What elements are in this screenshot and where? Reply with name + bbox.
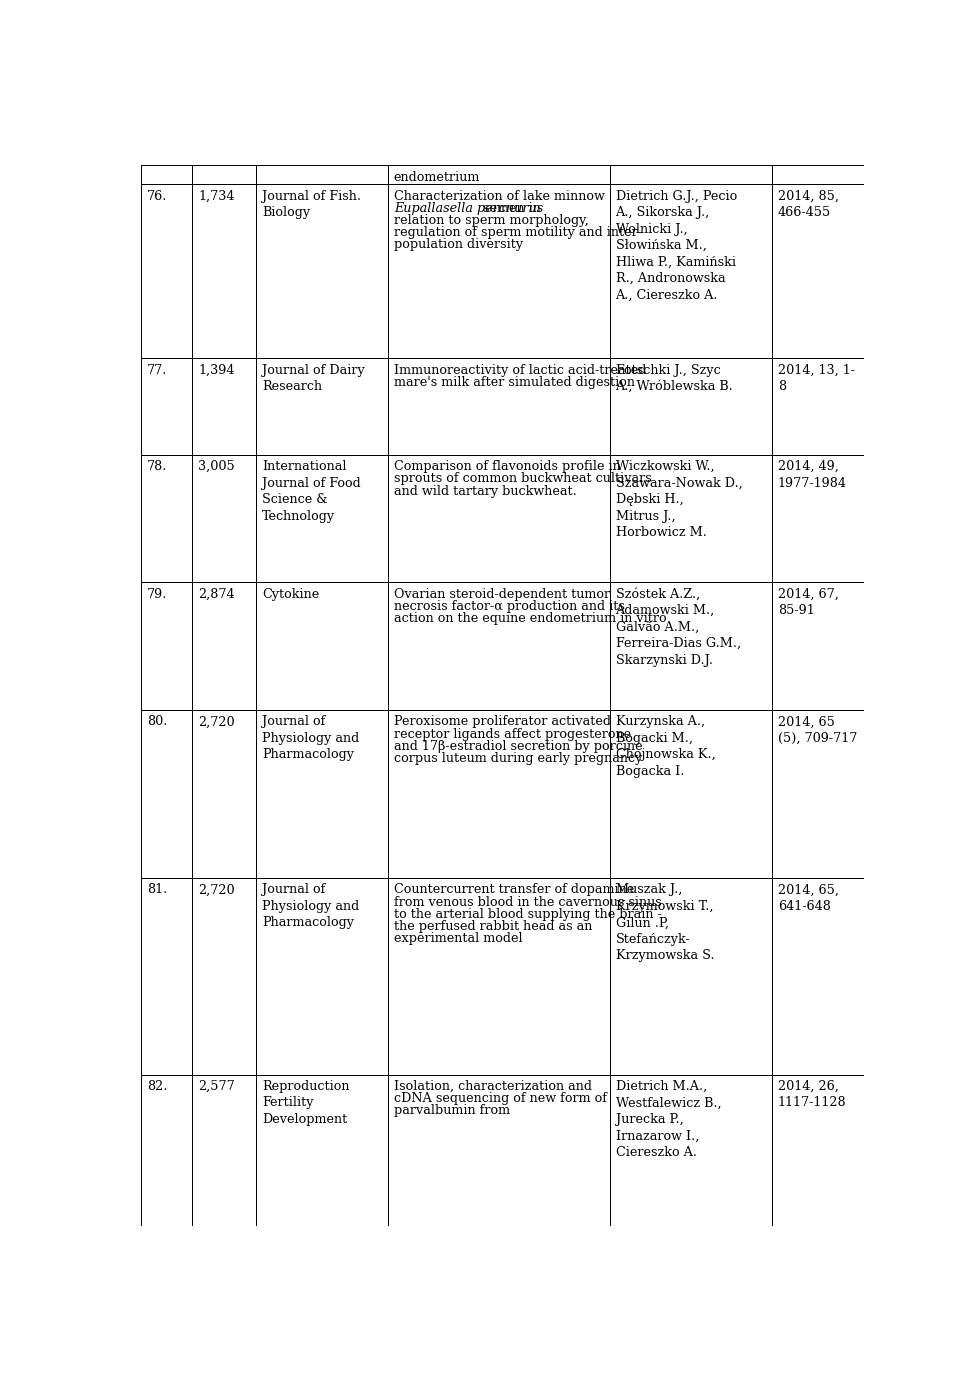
Text: 2014, 26,
1117-1128: 2014, 26, 1117-1128 [778,1080,847,1110]
Text: 80.: 80. [147,715,167,728]
Text: Journal of
Physiology and
Pharmacology: Journal of Physiology and Pharmacology [262,884,359,929]
Text: action on the equine endometrium in vitro: action on the equine endometrium in vitr… [394,613,666,625]
Text: Muszak J.,
Krzymowski T.,
Gilun .P,
Stefańczyk-
Krzymowska S.: Muszak J., Krzymowski T., Gilun .P, Stef… [615,884,714,963]
Text: Dietrich M.A.,
Westfalewicz B.,
Jurecka P.,
Irnazarow I.,
Ciereszko A.: Dietrich M.A., Westfalewicz B., Jurecka … [615,1080,721,1159]
Text: Reproduction
Fertility
Development: Reproduction Fertility Development [262,1080,349,1126]
Text: endometrium: endometrium [394,171,480,183]
Text: the perfused rabbit head as an: the perfused rabbit head as an [394,920,592,934]
Text: Fotschki J., Szyc
A., Wróblewska B.: Fotschki J., Szyc A., Wróblewska B. [615,364,733,394]
Text: Isolation, characterization and: Isolation, characterization and [394,1080,591,1093]
Text: 79.: 79. [147,588,167,600]
Text: mare's milk after simulated digestion: mare's milk after simulated digestion [394,376,635,388]
Text: regulation of sperm motility and inter-: regulation of sperm motility and inter- [394,226,642,240]
Text: 76.: 76. [147,190,167,202]
Text: Wiczkowski W.,
Szawara-Nowak D.,
Dębski H.,
Mitrus J.,
Horbowicz M.: Wiczkowski W., Szawara-Nowak D., Dębski … [615,460,742,540]
Text: International
Journal of Food
Science &
Technology: International Journal of Food Science & … [262,460,361,523]
Text: 3,005: 3,005 [198,460,235,474]
Text: 82.: 82. [147,1080,167,1093]
Text: Journal of
Physiology and
Pharmacology: Journal of Physiology and Pharmacology [262,715,359,761]
Text: 2,874: 2,874 [198,588,235,600]
Text: Characterization of lake minnow: Characterization of lake minnow [394,190,605,202]
Text: 2,577: 2,577 [198,1080,235,1093]
Text: 2,720: 2,720 [198,884,235,896]
Text: experimental model: experimental model [394,932,522,945]
Text: Peroxisome proliferator activated: Peroxisome proliferator activated [394,715,611,728]
Text: Dietrich G.J., Pecio
A., Sikorska J.,
Wolnicki J.,
Słowińska M.,
Hliwa P., Kamiń: Dietrich G.J., Pecio A., Sikorska J., Wo… [615,190,736,302]
Text: Countercurrent transfer of dopamine: Countercurrent transfer of dopamine [394,884,634,896]
Text: 2014, 67,
85-91: 2014, 67, 85-91 [778,588,839,617]
Text: cDNA sequencing of new form of: cDNA sequencing of new form of [394,1092,607,1106]
Text: 2014, 13, 1-
8: 2014, 13, 1- 8 [778,364,854,394]
Text: Comparison of flavonoids profile in: Comparison of flavonoids profile in [394,460,620,474]
Text: receptor ligands affect progesterone: receptor ligands affect progesterone [394,727,631,741]
Text: and wild tartary buckwheat.: and wild tartary buckwheat. [394,485,577,497]
Text: necrosis factor-α production and its: necrosis factor-α production and its [394,600,625,613]
Text: relation to sperm morphology,: relation to sperm morphology, [394,213,588,227]
Text: Szóstek A.Z.,
Adamowski M.,
Galvão A.M.,
Ferreira-Dias G.M.,
Skarzynski D.J.: Szóstek A.Z., Adamowski M., Galvão A.M.,… [615,588,740,666]
Text: Journal of Fish.
Biology: Journal of Fish. Biology [262,190,361,219]
Text: Eupallasella percnurus: Eupallasella percnurus [394,201,543,215]
Text: 77.: 77. [147,364,167,377]
Text: 2014, 65,
641-648: 2014, 65, 641-648 [778,884,839,913]
Text: and 17β-estradiol secretion by porcine: and 17β-estradiol secretion by porcine [394,739,642,753]
Text: 1,734: 1,734 [198,190,234,202]
Text: corpus luteum during early pregnancy: corpus luteum during early pregnancy [394,752,642,764]
Text: 2014, 85,
466-455: 2014, 85, 466-455 [778,190,839,219]
Text: 81.: 81. [147,884,167,896]
Text: 2014, 49,
1977-1984: 2014, 49, 1977-1984 [778,460,847,490]
Text: Ovarian steroid-dependent tumor: Ovarian steroid-dependent tumor [394,588,610,600]
Text: 1,394: 1,394 [198,364,234,377]
Text: Immunoreactivity of lactic acid-treated: Immunoreactivity of lactic acid-treated [394,364,646,377]
Text: 2014, 65
(5), 709-717: 2014, 65 (5), 709-717 [778,715,857,745]
Text: Cytokine: Cytokine [262,588,320,600]
Text: from venous blood in the cavernous sinus: from venous blood in the cavernous sinus [394,895,661,909]
Text: Kurzynska A.,
Bogacki M.,
Chojnowska K.,
Bogacka I.: Kurzynska A., Bogacki M., Chojnowska K.,… [615,715,715,778]
Text: population diversity: population diversity [394,238,523,251]
Text: 78.: 78. [147,460,167,474]
Text: Journal of Dairy
Research: Journal of Dairy Research [262,364,365,394]
Text: sprouts of common buckwheat cultivars: sprouts of common buckwheat cultivars [394,472,652,485]
Text: to the arterial blood supplying the brain -: to the arterial blood supplying the brai… [394,907,661,921]
Text: 2,720: 2,720 [198,715,235,728]
Text: parvalbumin from: parvalbumin from [394,1104,510,1117]
Text: semen in: semen in [479,201,540,215]
